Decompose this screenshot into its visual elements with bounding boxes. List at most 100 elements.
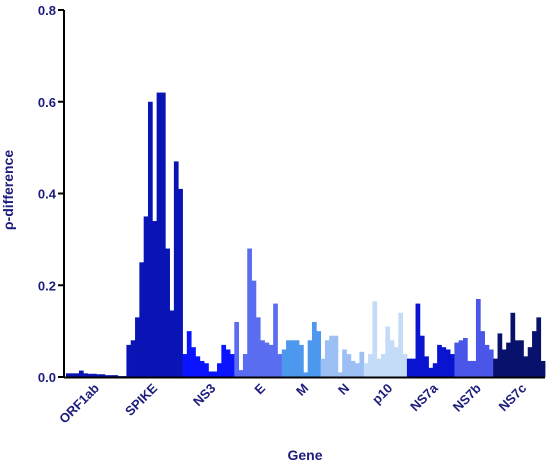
bar-m-1 [286,340,291,377]
bar-p10-0 [364,363,369,377]
bar-ns7a-8 [441,347,446,377]
bar-ns7c-8 [528,347,533,377]
bar-e-4 [252,281,257,377]
bar-m-5 [303,372,308,377]
bar-p10-3 [377,359,382,377]
bar-e-7 [265,343,270,377]
bar-m-3 [295,340,300,377]
bar-n-6 [347,354,352,377]
bar-ns7c-2 [502,349,507,377]
bar-e-8 [269,345,274,377]
bar-e-2 [243,354,248,377]
bar-n-0 [321,359,326,377]
bar-spike-13 [174,161,179,377]
bar-spike-6 [144,216,149,377]
bar-ns7b-7 [485,345,490,377]
x-tick-label-ns7c: NS7c [496,381,530,415]
bar-ns7c-3 [506,343,511,377]
bar-orf1ab-2 [75,373,80,377]
bar-p10-4 [381,354,386,377]
x-tick-label-orf1ab: ORF1ab [56,380,102,426]
bar-p10-2 [372,301,377,377]
bar-spike-9 [157,93,162,377]
bar-ns7a-4 [424,356,429,377]
y-tick-label-4: 0.8 [38,3,56,18]
bar-ns3-5 [204,363,209,377]
bar-m-8 [316,331,321,377]
bar-e-0 [234,322,239,377]
bar-spike-12 [170,310,175,377]
bar-ns3-9 [221,345,226,377]
y-axis-title: ρ-difference [0,150,16,230]
y-tick-label-0: 0.0 [38,370,56,385]
bar-ns7b-0 [454,343,459,377]
bar-m-0 [282,349,287,377]
bar-p10-1 [368,354,373,377]
bar-ns3-11 [230,354,235,377]
bar-spike-10 [161,93,166,377]
x-tick-label-n: N [335,381,352,398]
bar-ns7b-5 [476,299,481,377]
bar-m-4 [299,345,304,377]
bar-ns7a-1 [411,359,416,377]
x-tick-label-ns3: NS3 [190,381,218,409]
bar-p10-5 [385,327,390,377]
bar-ns3-4 [200,361,205,377]
bar-ns7a-7 [437,345,442,377]
bar-orf1ab-1 [70,373,75,377]
bar-orf1ab-0 [66,373,71,377]
x-tick-label-p10: p10 [369,381,395,407]
bar-ns7b-8 [489,349,494,377]
bar-n-8 [355,363,360,377]
bar-e-10 [277,354,282,377]
bar-ns3-2 [191,347,196,377]
bar-spike-5 [139,262,144,377]
bar-ns7c-11 [541,361,546,377]
bar-m-7 [312,322,317,377]
bar-ns3-8 [217,363,222,377]
bar-ns7b-6 [480,331,485,377]
bar-ns7b-4 [472,361,477,377]
bar-ns7c-0 [493,359,498,377]
bar-spike-4 [135,317,140,377]
bar-p10-8 [398,313,403,377]
bar-e-3 [247,249,252,377]
bar-p10-7 [394,347,399,377]
bars-layer [66,93,545,377]
bar-ns7c-6 [519,340,524,377]
y-tick-label-2: 0.4 [38,187,57,202]
y-tick-label-3: 0.6 [38,95,56,110]
bar-n-3 [334,336,339,377]
bar-e-6 [260,340,265,377]
bar-ns7c-5 [515,340,520,377]
bar-ns7a-6 [433,363,438,377]
x-tick-label-e: E [251,380,268,397]
bar-n-1 [325,340,330,377]
bar-e-9 [273,304,278,377]
bar-spike-8 [152,221,157,377]
bar-spike-7 [148,102,153,377]
bar-ns7a-9 [446,349,451,377]
bar-ns3-3 [195,356,200,377]
bar-spike-3 [131,340,136,377]
bar-ns3-6 [208,372,213,378]
bar-n-4 [338,372,343,377]
bar-orf1ab-3 [79,371,84,377]
bar-ns7a-0 [407,359,412,377]
bar-ns7b-2 [463,338,468,377]
bar-m-2 [290,340,295,377]
bar-ns7c-1 [498,333,503,377]
bar-m-6 [308,340,313,377]
bar-ns7a-10 [450,354,455,377]
bar-spike-11 [165,249,170,377]
x-tick-label-ns7b: NS7b [450,380,484,414]
bar-ns3-10 [226,349,231,377]
bar-ns7a-2 [416,304,421,377]
bar-e-5 [256,317,261,377]
y-axis: 0.0 0.2 0.4 0.6 0.8 [38,3,64,385]
x-tick-label-m: M [293,381,311,399]
bar-ns7b-3 [467,361,472,377]
x-tick-label-ns7a: NS7a [407,380,441,414]
